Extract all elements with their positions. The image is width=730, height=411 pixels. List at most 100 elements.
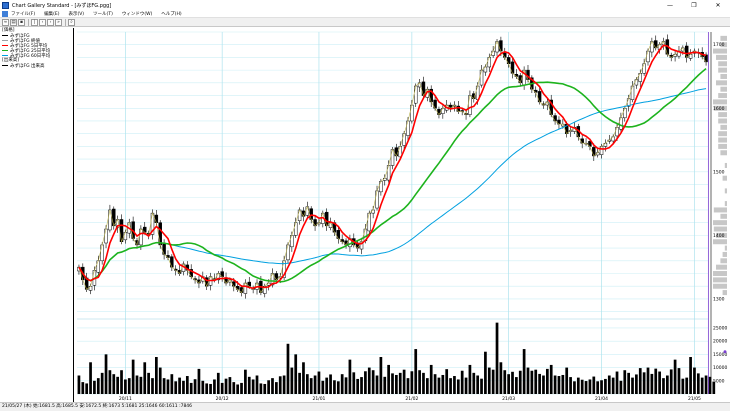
volume-bar <box>557 376 561 394</box>
legend-item[interactable]: みずほFG 出来高 <box>0 63 73 69</box>
volume-bar <box>100 372 104 394</box>
volume-bar <box>422 372 425 394</box>
volume-bar <box>174 381 178 394</box>
candle-body <box>487 57 492 68</box>
volume-bar <box>182 380 185 394</box>
volume-bar <box>662 378 665 394</box>
legend-item[interactable]: みずほFG <box>0 33 73 39</box>
volume-bar <box>193 379 197 394</box>
volume-bar <box>139 376 143 394</box>
legend-item[interactable]: みずほFG 25日平均 <box>0 48 73 54</box>
menu-file[interactable]: ファイル(F) <box>11 11 36 17</box>
date-axis-label: 21/02 <box>405 396 418 402</box>
volume-bar <box>228 377 232 394</box>
open-icon[interactable]: ▤ <box>10 18 17 26</box>
save-icon[interactable]: ▪ <box>18 18 25 26</box>
volume-bar <box>530 370 534 394</box>
volume-bar <box>395 374 398 394</box>
volume-bar <box>89 362 92 394</box>
legend-item[interactable]: みずほFG 5日平均 <box>0 43 73 49</box>
volume-bar <box>236 384 240 394</box>
volume-bar <box>681 378 685 394</box>
candle-body <box>630 85 635 100</box>
volume-bar <box>298 372 301 394</box>
stock-chart[interactable]: 1700 1600 1500 1400 1300 25000 20000 15000 10000… <box>74 28 730 402</box>
legend-group-volume: [出来高] <box>2 58 20 63</box>
price-histogram-bar <box>718 93 727 99</box>
volume-bar <box>170 374 174 394</box>
volume-bar <box>437 377 441 394</box>
date-axis-label: 21/04 <box>595 396 608 402</box>
volume-bar <box>232 382 236 394</box>
legend-swatch <box>2 40 8 41</box>
volume-bar <box>391 373 394 394</box>
volume-bar <box>244 369 247 394</box>
chart-icon[interactable]: ≈ <box>2 18 9 26</box>
toolbar: ≈ ▤ ▪ | ‹ › » ⌕ <box>0 18 730 27</box>
plot-background <box>77 32 708 394</box>
volume-bar <box>600 380 603 394</box>
volume-bar <box>491 369 495 394</box>
toolbar-separator <box>28 18 29 26</box>
volume-bar <box>611 377 615 394</box>
menu-view[interactable]: 表示(V) <box>68 11 85 17</box>
ma60-line <box>78 88 707 282</box>
menu-window[interactable]: ウィンドウ(W) <box>121 11 153 17</box>
candle-body <box>375 190 379 209</box>
candle-body <box>646 50 650 63</box>
price-histogram-bar <box>718 131 727 137</box>
zoom-icon[interactable]: ⌕ <box>68 18 75 26</box>
volume-bar <box>445 369 449 394</box>
legend-label: みずほFG 5日平均 <box>10 43 48 49</box>
volume-bar <box>309 378 313 394</box>
volume-bar <box>275 382 278 394</box>
volume-bar <box>484 351 487 394</box>
legend-label: みずほFG 25日平均 <box>10 48 51 54</box>
volume-bar <box>255 375 259 394</box>
menu-tools[interactable]: ツール(T) <box>93 11 113 17</box>
volume-bar <box>542 375 545 394</box>
volume-bar <box>538 373 541 394</box>
volume-axis-label: 5000 <box>713 378 725 384</box>
price-histogram-bar <box>713 226 727 232</box>
volume-axis-label: 25000 <box>713 325 727 331</box>
price-histogram-bar <box>713 277 727 283</box>
legend-label: みずほFG <box>10 33 30 39</box>
close-icon[interactable]: ✕ <box>715 1 721 9</box>
last-icon[interactable]: » <box>55 18 62 26</box>
volume-bar <box>360 377 363 394</box>
candle-body <box>100 244 104 262</box>
volume-bar <box>224 378 228 394</box>
price-histogram-bar <box>718 67 727 73</box>
volume-bar <box>472 372 476 394</box>
volume-bar <box>371 370 375 394</box>
chart-area[interactable]: 1700 1600 1500 1400 1300 25000 20000 15000 10000… <box>74 28 730 402</box>
volume-bar <box>704 375 708 394</box>
back-icon[interactable]: ‹ <box>39 18 46 26</box>
maximize-icon[interactable]: ❐ <box>691 1 697 9</box>
first-icon[interactable]: | <box>31 18 38 26</box>
candle-body <box>619 117 623 130</box>
minimize-icon[interactable]: — <box>667 1 673 9</box>
menu-edit[interactable]: 編集(E) <box>44 11 60 17</box>
forward-icon[interactable]: › <box>47 18 54 26</box>
volume-bar <box>278 376 282 394</box>
volume-bar <box>220 382 224 394</box>
menu-help[interactable]: ヘルプ(H) <box>161 11 182 17</box>
volume-bar <box>197 368 201 394</box>
price-histogram-bar <box>713 99 727 105</box>
volume-bar <box>85 383 89 394</box>
volume-bar <box>515 377 518 394</box>
document-icon[interactable] <box>2 10 8 17</box>
legend-item[interactable]: みずほFG 60日平均 <box>0 53 73 59</box>
candle-body <box>684 45 689 58</box>
volume-bar <box>449 378 452 394</box>
volume-bar <box>468 364 472 394</box>
app-icon <box>2 1 9 9</box>
volume-bar <box>336 381 340 394</box>
price-histogram-bar <box>713 105 727 111</box>
legend-item[interactable]: みずほFG 終値 <box>0 38 73 44</box>
candle-body <box>402 133 406 146</box>
volume-bar <box>209 383 212 394</box>
volume-bar <box>104 354 108 394</box>
